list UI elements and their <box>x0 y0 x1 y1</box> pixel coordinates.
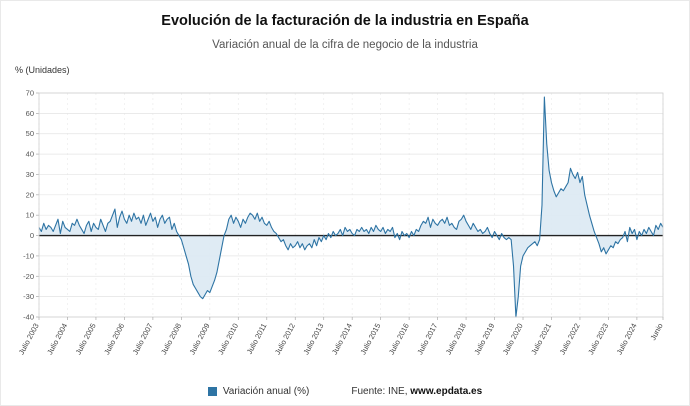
x-tick-label: Julio 2005 <box>74 322 98 356</box>
y-tick-label: -40 <box>23 313 34 322</box>
legend-swatch-icon <box>207 387 217 396</box>
page-title: Evolución de la facturación de la indust… <box>161 13 529 29</box>
x-tick-label: Julio 2007 <box>131 322 155 356</box>
x-tick-label: Julio 2023 <box>586 322 610 356</box>
y-tick-label: 0 <box>30 231 34 240</box>
x-tick-label: Julio 2004 <box>45 322 69 356</box>
x-tick-label: Julio 2016 <box>387 322 411 356</box>
y-tick-label: -30 <box>23 292 34 301</box>
plot-border <box>38 92 664 318</box>
y-tick-label: 40 <box>26 150 34 159</box>
x-tick-label: Julio 2015 <box>358 322 382 356</box>
x-tick-label: Julio 2018 <box>444 322 468 356</box>
y-tick-label: 30 <box>26 170 34 179</box>
x-tick-label: Julio 2017 <box>415 322 439 356</box>
x-tick-label: Julio 2022 <box>558 322 582 356</box>
x-tick-label: Julio 2006 <box>102 322 126 356</box>
x-tick-label: Julio 2021 <box>529 322 553 356</box>
series-line <box>38 96 664 318</box>
y-tick-label: 20 <box>26 190 34 199</box>
source-prefix: Fuente: INE, <box>351 386 408 397</box>
series-area <box>39 97 663 317</box>
y-axis-label: % (Unidades) <box>15 65 70 75</box>
x-tick-label: Julio 2003 <box>17 322 41 356</box>
y-tick-label: 50 <box>26 129 34 138</box>
y-tick-label: -10 <box>23 251 34 260</box>
chart-footer: Variación anual (%) Fuente: INE, www.epd… <box>1 386 689 397</box>
page-subtitle: Variación anual de la cifra de negocio d… <box>212 39 478 51</box>
x-tick-label: Junio <box>648 322 664 342</box>
y-tick-label: 60 <box>26 109 34 118</box>
x-tick-label: Julio 2020 <box>501 322 525 356</box>
x-tick-label: Julio 2011 <box>245 322 269 356</box>
chart-area: 70 60 50 40 30 20 10 0 -10 -20 -30 -40 Julio 2003 Jul… <box>1 79 689 371</box>
legend-item[interactable]: Variación anual (%) <box>207 386 310 397</box>
y-tick-label: 10 <box>26 211 34 220</box>
y-tick-label: -20 <box>23 272 34 281</box>
x-tick-label: Julio 2014 <box>330 322 354 356</box>
x-tick-label: Julio 2024 <box>615 322 639 356</box>
x-tick-label: Julio 2010 <box>216 322 240 356</box>
x-tick-label: Julio 2013 <box>301 322 325 356</box>
y-tick-label: 70 <box>26 89 34 98</box>
x-tick-label: Julio 2009 <box>188 322 212 356</box>
x-tick-label: Julio 2008 <box>159 322 183 356</box>
legend-label: Variación anual (%) <box>222 386 310 397</box>
source-text: Fuente: INE, www.epdata.es <box>351 386 482 397</box>
x-tick-label: Julio 2019 <box>472 322 496 356</box>
source-link[interactable]: www.epdata.es <box>410 386 483 397</box>
x-tick-label: Julio 2012 <box>273 322 297 356</box>
